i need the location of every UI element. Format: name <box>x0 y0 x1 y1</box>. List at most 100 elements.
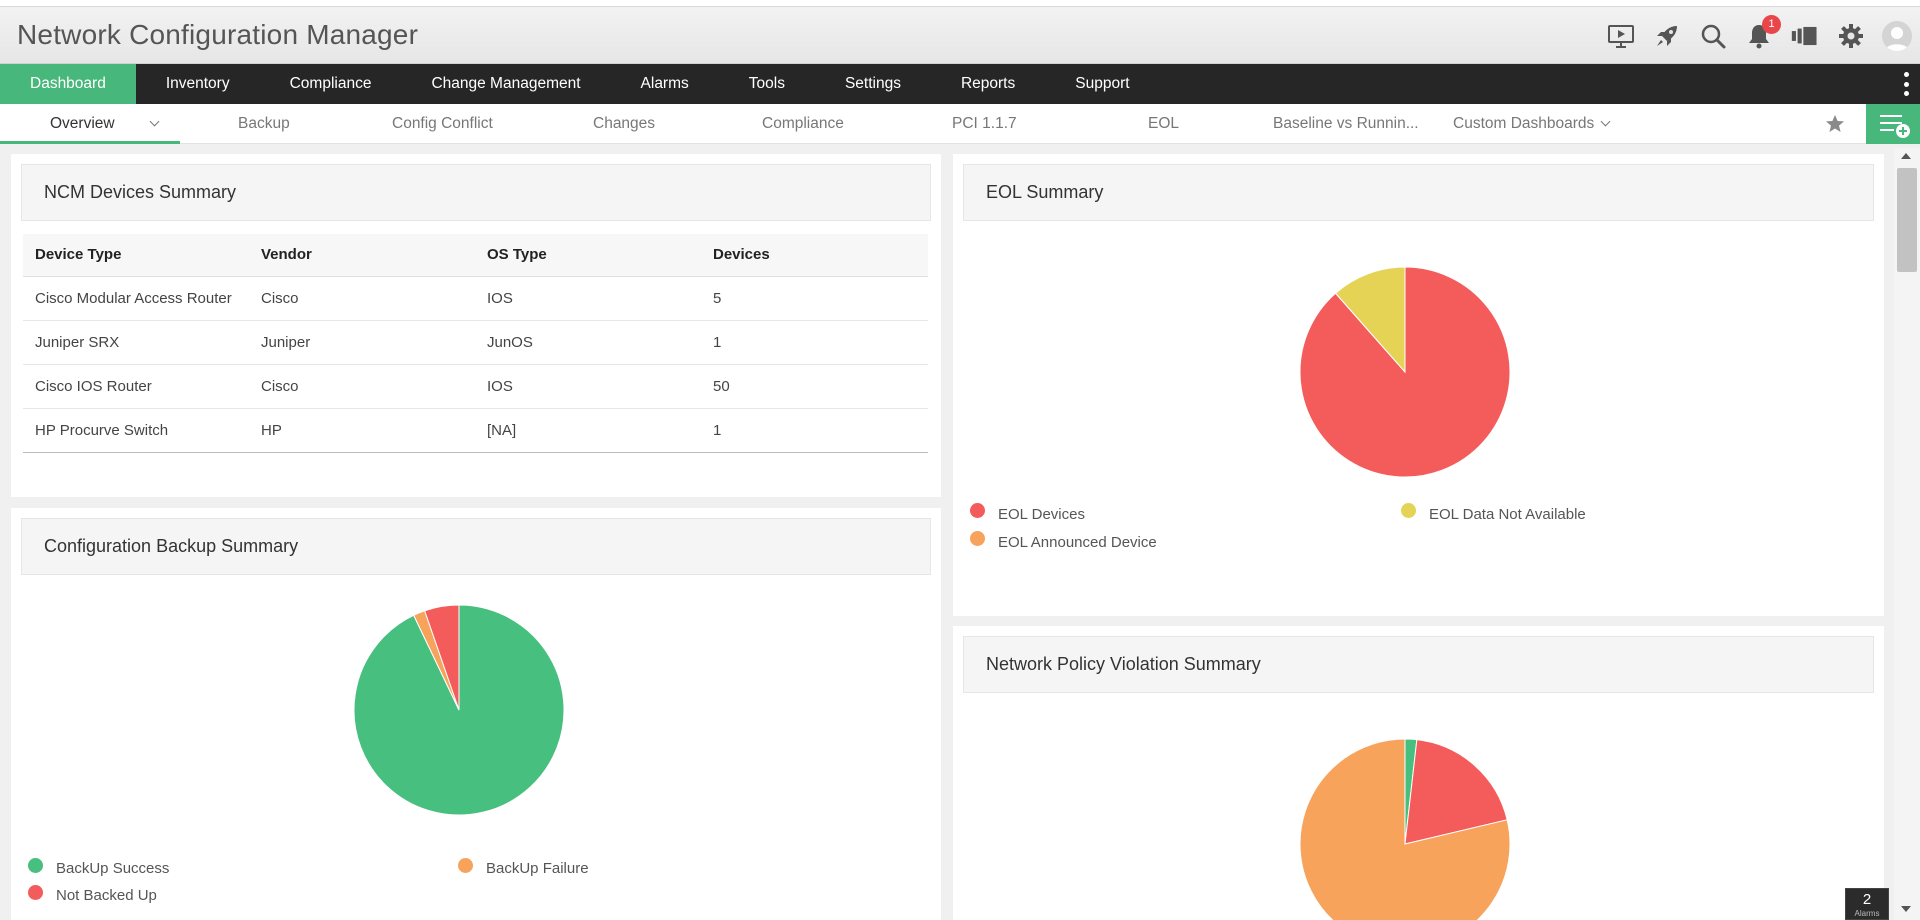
pie-slice-segment-3[interactable] <box>1299 738 1511 920</box>
alarms-count-widget[interactable]: 2 Alarms <box>1845 888 1889 920</box>
tab-overview-label: Overview <box>50 115 115 132</box>
panel-title: Network Policy Violation Summary <box>986 654 1261 674</box>
demo-play-icon[interactable] <box>1598 7 1644 64</box>
devices-table: Device Type Vendor OS Type Devices Cisco… <box>23 234 928 453</box>
add-widget-button[interactable] <box>1866 104 1920 144</box>
nav-compliance[interactable]: Compliance <box>289 75 372 92</box>
table-cell: HP Procurve Switch <box>23 408 249 453</box>
rocket-icon[interactable] <box>1644 7 1690 64</box>
config-backup-summary-panel: Configuration Backup Summary BackUp Succ… <box>11 508 941 920</box>
more-options-icon[interactable] <box>1902 72 1910 96</box>
chevron-down-icon[interactable] <box>149 116 160 127</box>
table-cell: Juniper SRX <box>23 320 249 365</box>
nav-alarms[interactable]: Alarms <box>640 75 689 92</box>
eol-summary-panel: EOL Summary EOL Devices EOL Data Not Ava… <box>953 154 1884 616</box>
product-switch-icon[interactable] <box>1782 7 1828 64</box>
backup-pie-chart <box>353 604 565 816</box>
column-header[interactable]: Vendor <box>249 234 475 277</box>
scrollbar-thumb[interactable] <box>1897 168 1917 272</box>
table-cell: 5 <box>701 276 928 321</box>
panel-title: NCM Devices Summary <box>44 182 237 202</box>
app-title: Network Configuration Manager <box>17 19 419 50</box>
panel-header: EOL Summary <box>963 164 1874 221</box>
bell-icon[interactable]: 1 <box>1736 7 1782 64</box>
pie-slice-segment-2[interactable] <box>1404 739 1508 845</box>
table-cell: Cisco IOS Router <box>23 364 249 409</box>
header-icon-bar: 1 <box>1598 7 1920 64</box>
table-cell: [NA] <box>475 408 701 453</box>
page-scrollbar[interactable] <box>1894 148 1920 920</box>
legend-dot <box>458 858 473 873</box>
add-widget-icon <box>1880 115 1910 138</box>
legend-not-backed-up[interactable]: Not Backed Up <box>56 887 157 904</box>
dashboard-tabs: Overview Backup Config Conflict Changes … <box>0 104 1920 144</box>
nav-settings[interactable]: Settings <box>844 75 901 92</box>
tab-backup[interactable]: Backup <box>238 115 290 132</box>
scroll-down-arrow-icon[interactable] <box>1901 906 1911 912</box>
notification-badge: 1 <box>1762 15 1781 34</box>
table-cell: Cisco <box>249 276 475 321</box>
legend-eol-announced-device[interactable]: EOL Announced Device <box>998 534 1157 551</box>
policy-pie-chart <box>1299 738 1511 920</box>
panel-title: EOL Summary <box>986 182 1104 202</box>
table-row[interactable]: Cisco Modular Access Router Cisco IOS 5 <box>23 276 928 321</box>
table-cell: IOS <box>475 364 701 409</box>
legend-dot <box>1401 503 1416 518</box>
tab-custom-dashboards-label: Custom Dashboards <box>1453 115 1595 132</box>
nav-inventory[interactable]: Inventory <box>165 75 230 92</box>
user-avatar-icon <box>1882 20 1912 51</box>
gear-icon[interactable] <box>1828 7 1874 64</box>
column-header[interactable]: OS Type <box>475 234 701 277</box>
search-icon[interactable] <box>1690 7 1736 64</box>
table-cell: 1 <box>701 408 928 453</box>
user-avatar[interactable] <box>1874 7 1920 64</box>
tab-changes[interactable]: Changes <box>593 115 656 132</box>
table-row[interactable]: Cisco IOS Router Cisco IOS 50 <box>23 364 928 409</box>
table-cell: HP <box>249 408 475 453</box>
tab-baseline-vs-running[interactable]: Baseline vs Runnin... <box>1273 115 1419 132</box>
table-cell: Cisco Modular Access Router <box>23 276 249 321</box>
favorite-star-icon[interactable] <box>1825 114 1845 134</box>
legend-eol-devices[interactable]: EOL Devices <box>998 506 1085 523</box>
legend-dot <box>28 858 43 873</box>
table-row[interactable]: HP Procurve Switch HP [NA] 1 <box>23 408 928 453</box>
pie-slice-not-backed-up[interactable] <box>424 604 460 711</box>
eol-pie-chart <box>1299 266 1511 478</box>
alarms-count: 2 <box>1862 891 1872 908</box>
nav-support[interactable]: Support <box>1075 75 1130 92</box>
tab-overview[interactable]: Overview <box>0 104 180 144</box>
panel-title: Configuration Backup Summary <box>44 536 299 556</box>
legend-backup-failure[interactable]: BackUp Failure <box>486 860 589 877</box>
nav-change-management[interactable]: Change Management <box>431 75 581 92</box>
table-cell: Juniper <box>249 320 475 365</box>
column-header[interactable]: Devices <box>701 234 928 277</box>
table-cell: IOS <box>475 276 701 321</box>
table-header-row: Device Type Vendor OS Type Devices <box>23 234 928 277</box>
legend-dot <box>28 885 43 900</box>
column-header[interactable]: Device Type <box>23 234 249 277</box>
panel-header: Configuration Backup Summary <box>21 518 931 575</box>
panel-header: Network Policy Violation Summary <box>963 636 1874 693</box>
table-row[interactable]: Juniper SRX Juniper JunOS 1 <box>23 320 928 365</box>
legend-dot <box>970 503 985 518</box>
nav-dashboard[interactable]: Dashboard <box>0 64 136 104</box>
policy-violation-summary-panel: Network Policy Violation Summary <box>953 626 1884 920</box>
nav-tools[interactable]: Tools <box>748 75 785 92</box>
tab-custom-dashboards[interactable]: Custom Dashboards <box>1453 104 1611 144</box>
table-cell: 50 <box>701 364 928 409</box>
legend-eol-data-not-available[interactable]: EOL Data Not Available <box>1429 506 1586 523</box>
nav-reports[interactable]: Reports <box>960 75 1016 92</box>
main-nav: Dashboard Inventory Compliance Change Ma… <box>0 64 1920 104</box>
table-cell: 1 <box>701 320 928 365</box>
tab-eol[interactable]: EOL <box>1148 115 1180 132</box>
legend-dot <box>970 531 985 546</box>
tab-config-conflict[interactable]: Config Conflict <box>392 115 493 132</box>
panel-header: NCM Devices Summary <box>21 164 931 221</box>
tab-compliance[interactable]: Compliance <box>762 115 844 132</box>
scroll-up-arrow-icon[interactable] <box>1901 153 1911 159</box>
tab-pci[interactable]: PCI 1.1.7 <box>952 115 1017 132</box>
app-header: Network Configuration Manager 1 <box>0 7 1920 64</box>
chevron-down-icon <box>1600 116 1611 127</box>
pie-slice-eol-data-not-available[interactable] <box>1334 266 1406 374</box>
legend-backup-success[interactable]: BackUp Success <box>56 860 170 877</box>
